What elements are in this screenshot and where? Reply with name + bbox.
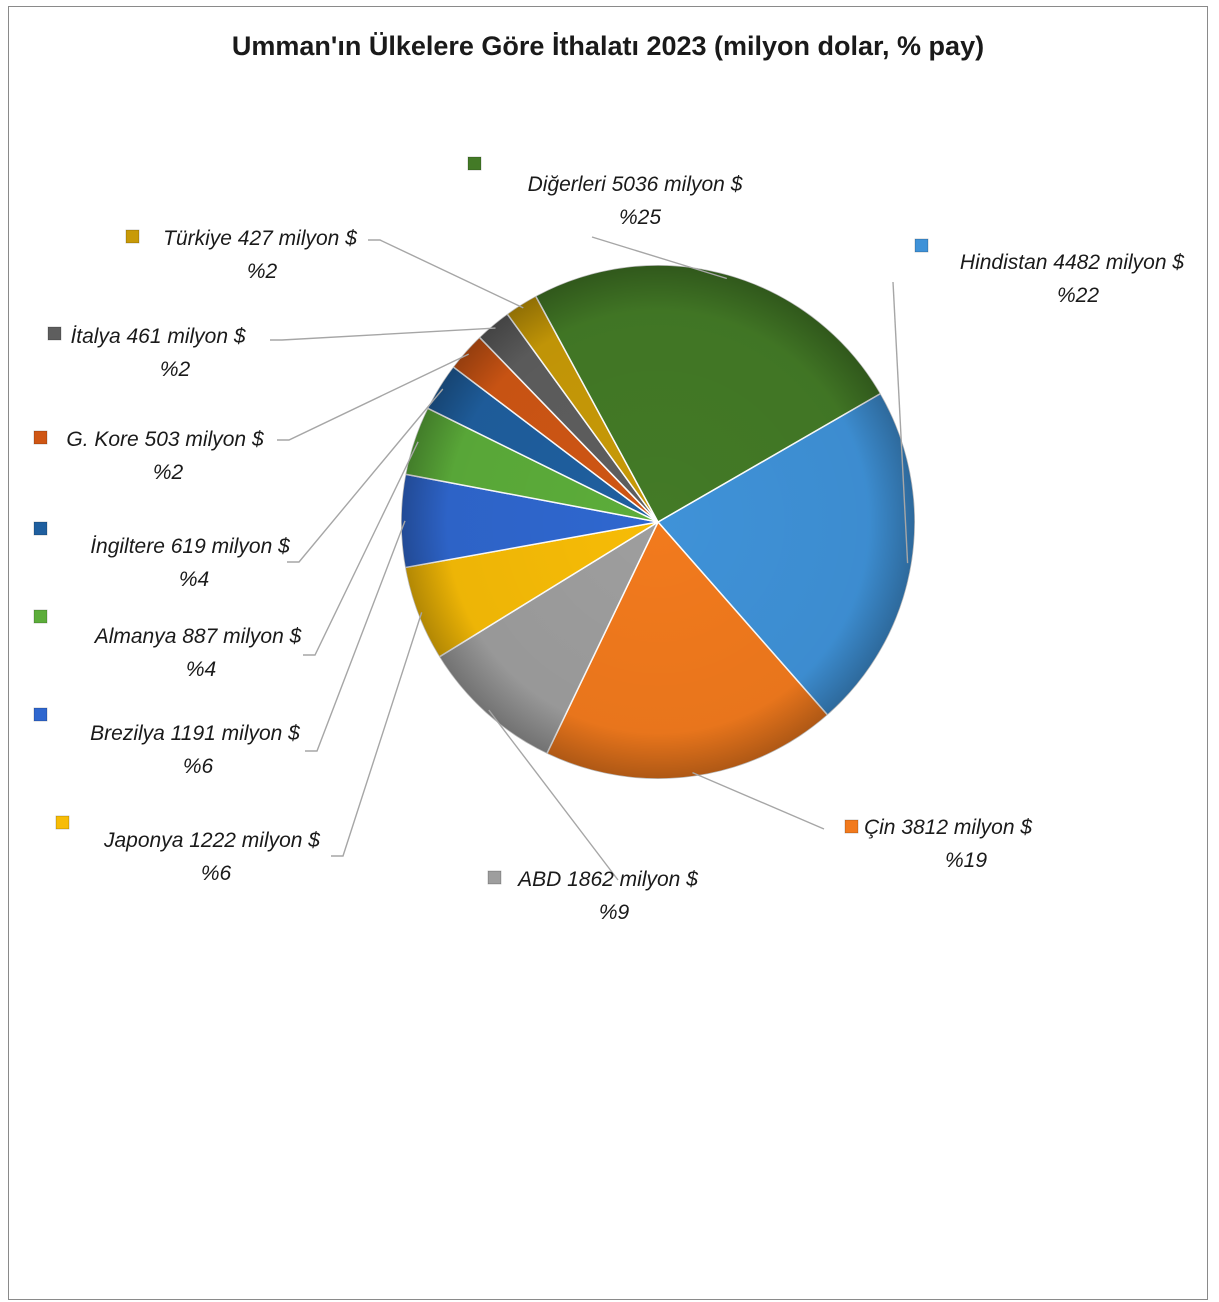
legend-key-abd <box>487 870 502 885</box>
legend-key-hindistan <box>914 238 929 253</box>
legend-key-japonya <box>55 815 70 830</box>
data-label-japonya: Japonya 1222 milyon $ <box>103 829 320 852</box>
data-label-abd: ABD 1862 milyon $ <box>516 868 698 891</box>
data-label-ingiltere: İngiltere 619 milyon $ <box>90 535 290 558</box>
legend-key-digerleri <box>467 156 482 171</box>
data-label-cin: Çin 3812 milyon $ <box>864 816 1032 839</box>
percent-label-cin: %19 <box>945 849 987 872</box>
leader-line-japonya <box>331 612 423 857</box>
percent-label-italya: %2 <box>160 358 191 381</box>
data-label-brezilya: Brezilya 1191 milyon $ <box>90 722 300 745</box>
legend-key-g-kore <box>33 430 48 445</box>
leader-line-turkiye <box>368 239 524 309</box>
data-label-digerleri: Diğerleri 5036 milyon $ <box>528 173 743 196</box>
percent-label-japonya: %6 <box>201 862 232 885</box>
data-label-turkiye: Türkiye 427 milyon $ <box>163 227 357 250</box>
legend-key-turkiye <box>125 229 140 244</box>
legend-key-brezilya <box>33 707 48 722</box>
leader-line-digerleri <box>591 236 728 280</box>
leader-line-almanya <box>303 441 419 656</box>
leader-line-cin <box>692 771 825 830</box>
percent-label-hindistan: %22 <box>1057 284 1099 307</box>
legend-key-ingiltere <box>33 521 48 536</box>
percent-label-abd: %9 <box>599 901 630 924</box>
percent-label-brezilya: %6 <box>183 755 214 778</box>
percent-label-digerleri: %25 <box>619 206 661 229</box>
percent-label-ingiltere: %4 <box>179 568 209 591</box>
leader-line-g-kore <box>277 353 470 441</box>
leader-line-abd <box>488 709 619 881</box>
data-label-italya: İtalya 461 milyon $ <box>70 325 245 348</box>
legend-key-italya <box>47 326 62 341</box>
legend-key-almanya <box>33 609 48 624</box>
leader-line-ingiltere <box>287 388 444 563</box>
leader-line-hindistan <box>892 281 909 564</box>
legend-key-cin <box>844 819 859 834</box>
chart-title: Umman'ın Ülkelere Göre İthalatı 2023 (mi… <box>231 31 985 61</box>
percent-label-turkiye: %2 <box>247 260 278 283</box>
percent-label-g-kore: %2 <box>153 461 184 484</box>
data-label-g-kore: G. Kore 503 milyon $ <box>66 428 264 451</box>
percent-label-almanya: %4 <box>186 658 216 681</box>
data-label-almanya: Almanya 887 milyon $ <box>93 625 302 648</box>
leader-line-brezilya <box>305 520 406 752</box>
data-label-hindistan: Hindistan 4482 milyon $ <box>960 251 1184 274</box>
leader-line-italya <box>270 327 496 341</box>
